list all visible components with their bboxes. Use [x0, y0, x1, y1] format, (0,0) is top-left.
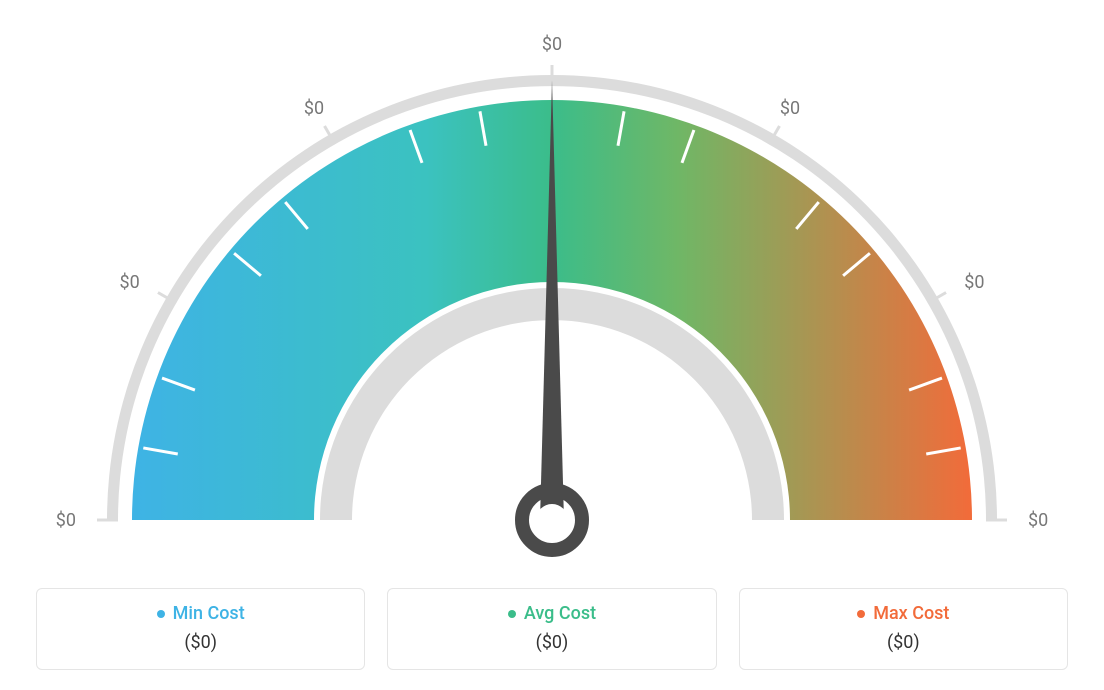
tick-label: $0 [1028, 510, 1048, 531]
tick-label: $0 [542, 34, 562, 55]
legend-value-max: ($0) [752, 632, 1055, 653]
legend-title-avg: Avg Cost [508, 603, 596, 624]
legend-dot-avg [508, 610, 516, 618]
legend-label-max: Max Cost [873, 603, 949, 624]
tick-label: $0 [780, 98, 800, 119]
legend-value-avg: ($0) [400, 632, 703, 653]
legend-label-avg: Avg Cost [524, 603, 596, 624]
legend-dot-min [157, 610, 165, 618]
legend-card-avg: Avg Cost ($0) [387, 588, 716, 671]
tick-label: $0 [56, 510, 76, 531]
legend-value-min: ($0) [49, 632, 352, 653]
gauge-cost-widget: $0 $0 $0 $0 $0 $0 $0 Min Cost ($0) Avg Cost ($… [0, 0, 1104, 690]
legend-dot-max [857, 610, 865, 618]
tick-label: $0 [964, 272, 984, 293]
legend-card-min: Min Cost ($0) [36, 588, 365, 671]
legend-card-max: Max Cost ($0) [739, 588, 1068, 671]
legend-row: Min Cost ($0) Avg Cost ($0) Max Cost ($0… [36, 588, 1068, 671]
legend-title-min: Min Cost [157, 603, 245, 624]
gauge-chart: $0 $0 $0 $0 $0 $0 $0 [22, 10, 1082, 570]
needle-hub-hole [536, 504, 568, 536]
legend-label-min: Min Cost [173, 603, 245, 624]
gauge-svg: $0 $0 $0 $0 $0 $0 $0 [22, 10, 1082, 570]
tick-label: $0 [304, 98, 324, 119]
tick-label: $0 [120, 272, 140, 293]
legend-title-max: Max Cost [857, 603, 949, 624]
